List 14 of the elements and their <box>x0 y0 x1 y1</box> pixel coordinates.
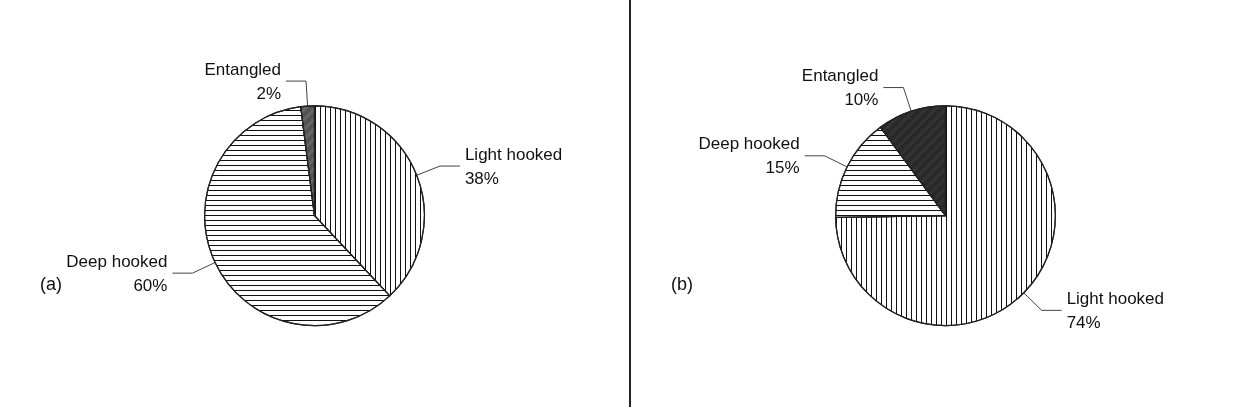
data-label: 60% <box>133 275 168 295</box>
slice-label: Deep hooked <box>66 251 168 271</box>
data-label: 2% <box>256 83 282 103</box>
data-label: 38% <box>464 168 499 188</box>
slice-label: Light hooked <box>464 144 563 164</box>
slice-label: Deep hooked <box>698 134 800 154</box>
text: (a) <box>40 274 62 294</box>
text: (b) <box>671 274 693 294</box>
slice-label: Entangled <box>204 59 282 79</box>
slice-label: Entangled <box>801 66 879 86</box>
data-label: 15% <box>765 158 800 178</box>
slice-label: Light hooked <box>1066 288 1165 308</box>
data-label: 10% <box>844 90 879 110</box>
data-label: 74% <box>1066 312 1101 332</box>
